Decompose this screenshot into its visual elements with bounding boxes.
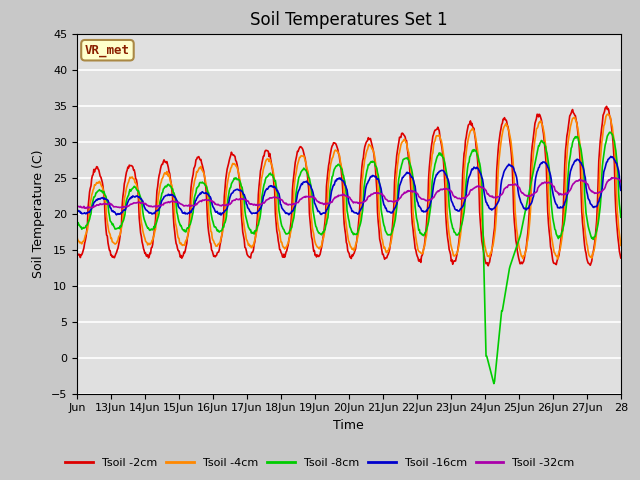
Tsoil -4cm <box>617 242 625 248</box>
Tsoil -32cm <box>237 196 245 202</box>
Tsoil -2cm <box>435 128 443 134</box>
Tsoil -16cm <box>436 168 444 174</box>
Legend: Tsoil -2cm, Tsoil -4cm, Tsoil -8cm, Tsoil -16cm, Tsoil -32cm: Tsoil -2cm, Tsoil -4cm, Tsoil -8cm, Tsoi… <box>61 453 579 472</box>
Tsoil -2cm <box>137 230 145 236</box>
Tsoil -32cm <box>285 202 292 207</box>
Tsoil -16cm <box>113 212 120 218</box>
Tsoil -8cm <box>137 195 145 201</box>
Tsoil -8cm <box>284 230 292 236</box>
Tsoil -4cm <box>264 156 271 162</box>
Tsoil -16cm <box>617 187 625 193</box>
Tsoil -4cm <box>237 181 244 187</box>
Tsoil -2cm <box>603 104 611 109</box>
Tsoil -16cm <box>607 154 614 159</box>
Tsoil -16cm <box>237 188 245 194</box>
Tsoil -4cm <box>554 256 561 262</box>
Tsoil -2cm <box>264 148 271 154</box>
Tsoil -4cm <box>284 240 292 246</box>
Text: VR_met: VR_met <box>85 44 130 57</box>
Tsoil -32cm <box>82 205 90 211</box>
Tsoil -32cm <box>436 187 444 193</box>
Tsoil -16cm <box>285 212 292 218</box>
Tsoil -8cm <box>435 150 443 156</box>
Tsoil -2cm <box>405 158 413 164</box>
Tsoil -2cm <box>484 263 492 269</box>
Tsoil -32cm <box>264 196 272 202</box>
X-axis label: Time: Time <box>333 419 364 432</box>
Tsoil -8cm <box>237 180 244 186</box>
Line: Tsoil -16cm: Tsoil -16cm <box>77 156 621 215</box>
Title: Soil Temperatures Set 1: Soil Temperatures Set 1 <box>250 11 447 29</box>
Line: Tsoil -4cm: Tsoil -4cm <box>77 114 621 259</box>
Tsoil -32cm <box>608 175 616 180</box>
Y-axis label: Soil Temperature (C): Soil Temperature (C) <box>32 149 45 278</box>
Tsoil -2cm <box>237 192 244 198</box>
Tsoil -4cm <box>73 233 81 239</box>
Tsoil -32cm <box>138 200 145 205</box>
Line: Tsoil -2cm: Tsoil -2cm <box>77 107 621 266</box>
Tsoil -8cm <box>606 129 614 135</box>
Tsoil -16cm <box>406 170 413 176</box>
Tsoil -4cm <box>137 213 145 219</box>
Tsoil -2cm <box>284 242 292 248</box>
Line: Tsoil -8cm: Tsoil -8cm <box>77 132 621 384</box>
Tsoil -8cm <box>617 215 625 220</box>
Tsoil -8cm <box>405 157 413 163</box>
Tsoil -32cm <box>617 179 625 185</box>
Tsoil -16cm <box>138 196 145 202</box>
Tsoil -4cm <box>405 150 413 156</box>
Tsoil -2cm <box>617 255 625 261</box>
Tsoil -8cm <box>490 381 498 386</box>
Tsoil -16cm <box>73 206 81 212</box>
Tsoil -4cm <box>435 132 443 138</box>
Tsoil -2cm <box>73 249 81 254</box>
Tsoil -4cm <box>604 111 612 117</box>
Tsoil -32cm <box>73 204 81 209</box>
Line: Tsoil -32cm: Tsoil -32cm <box>77 178 621 208</box>
Tsoil -16cm <box>264 185 272 191</box>
Tsoil -8cm <box>73 219 81 225</box>
Tsoil -8cm <box>264 173 271 179</box>
Tsoil -32cm <box>406 188 413 194</box>
